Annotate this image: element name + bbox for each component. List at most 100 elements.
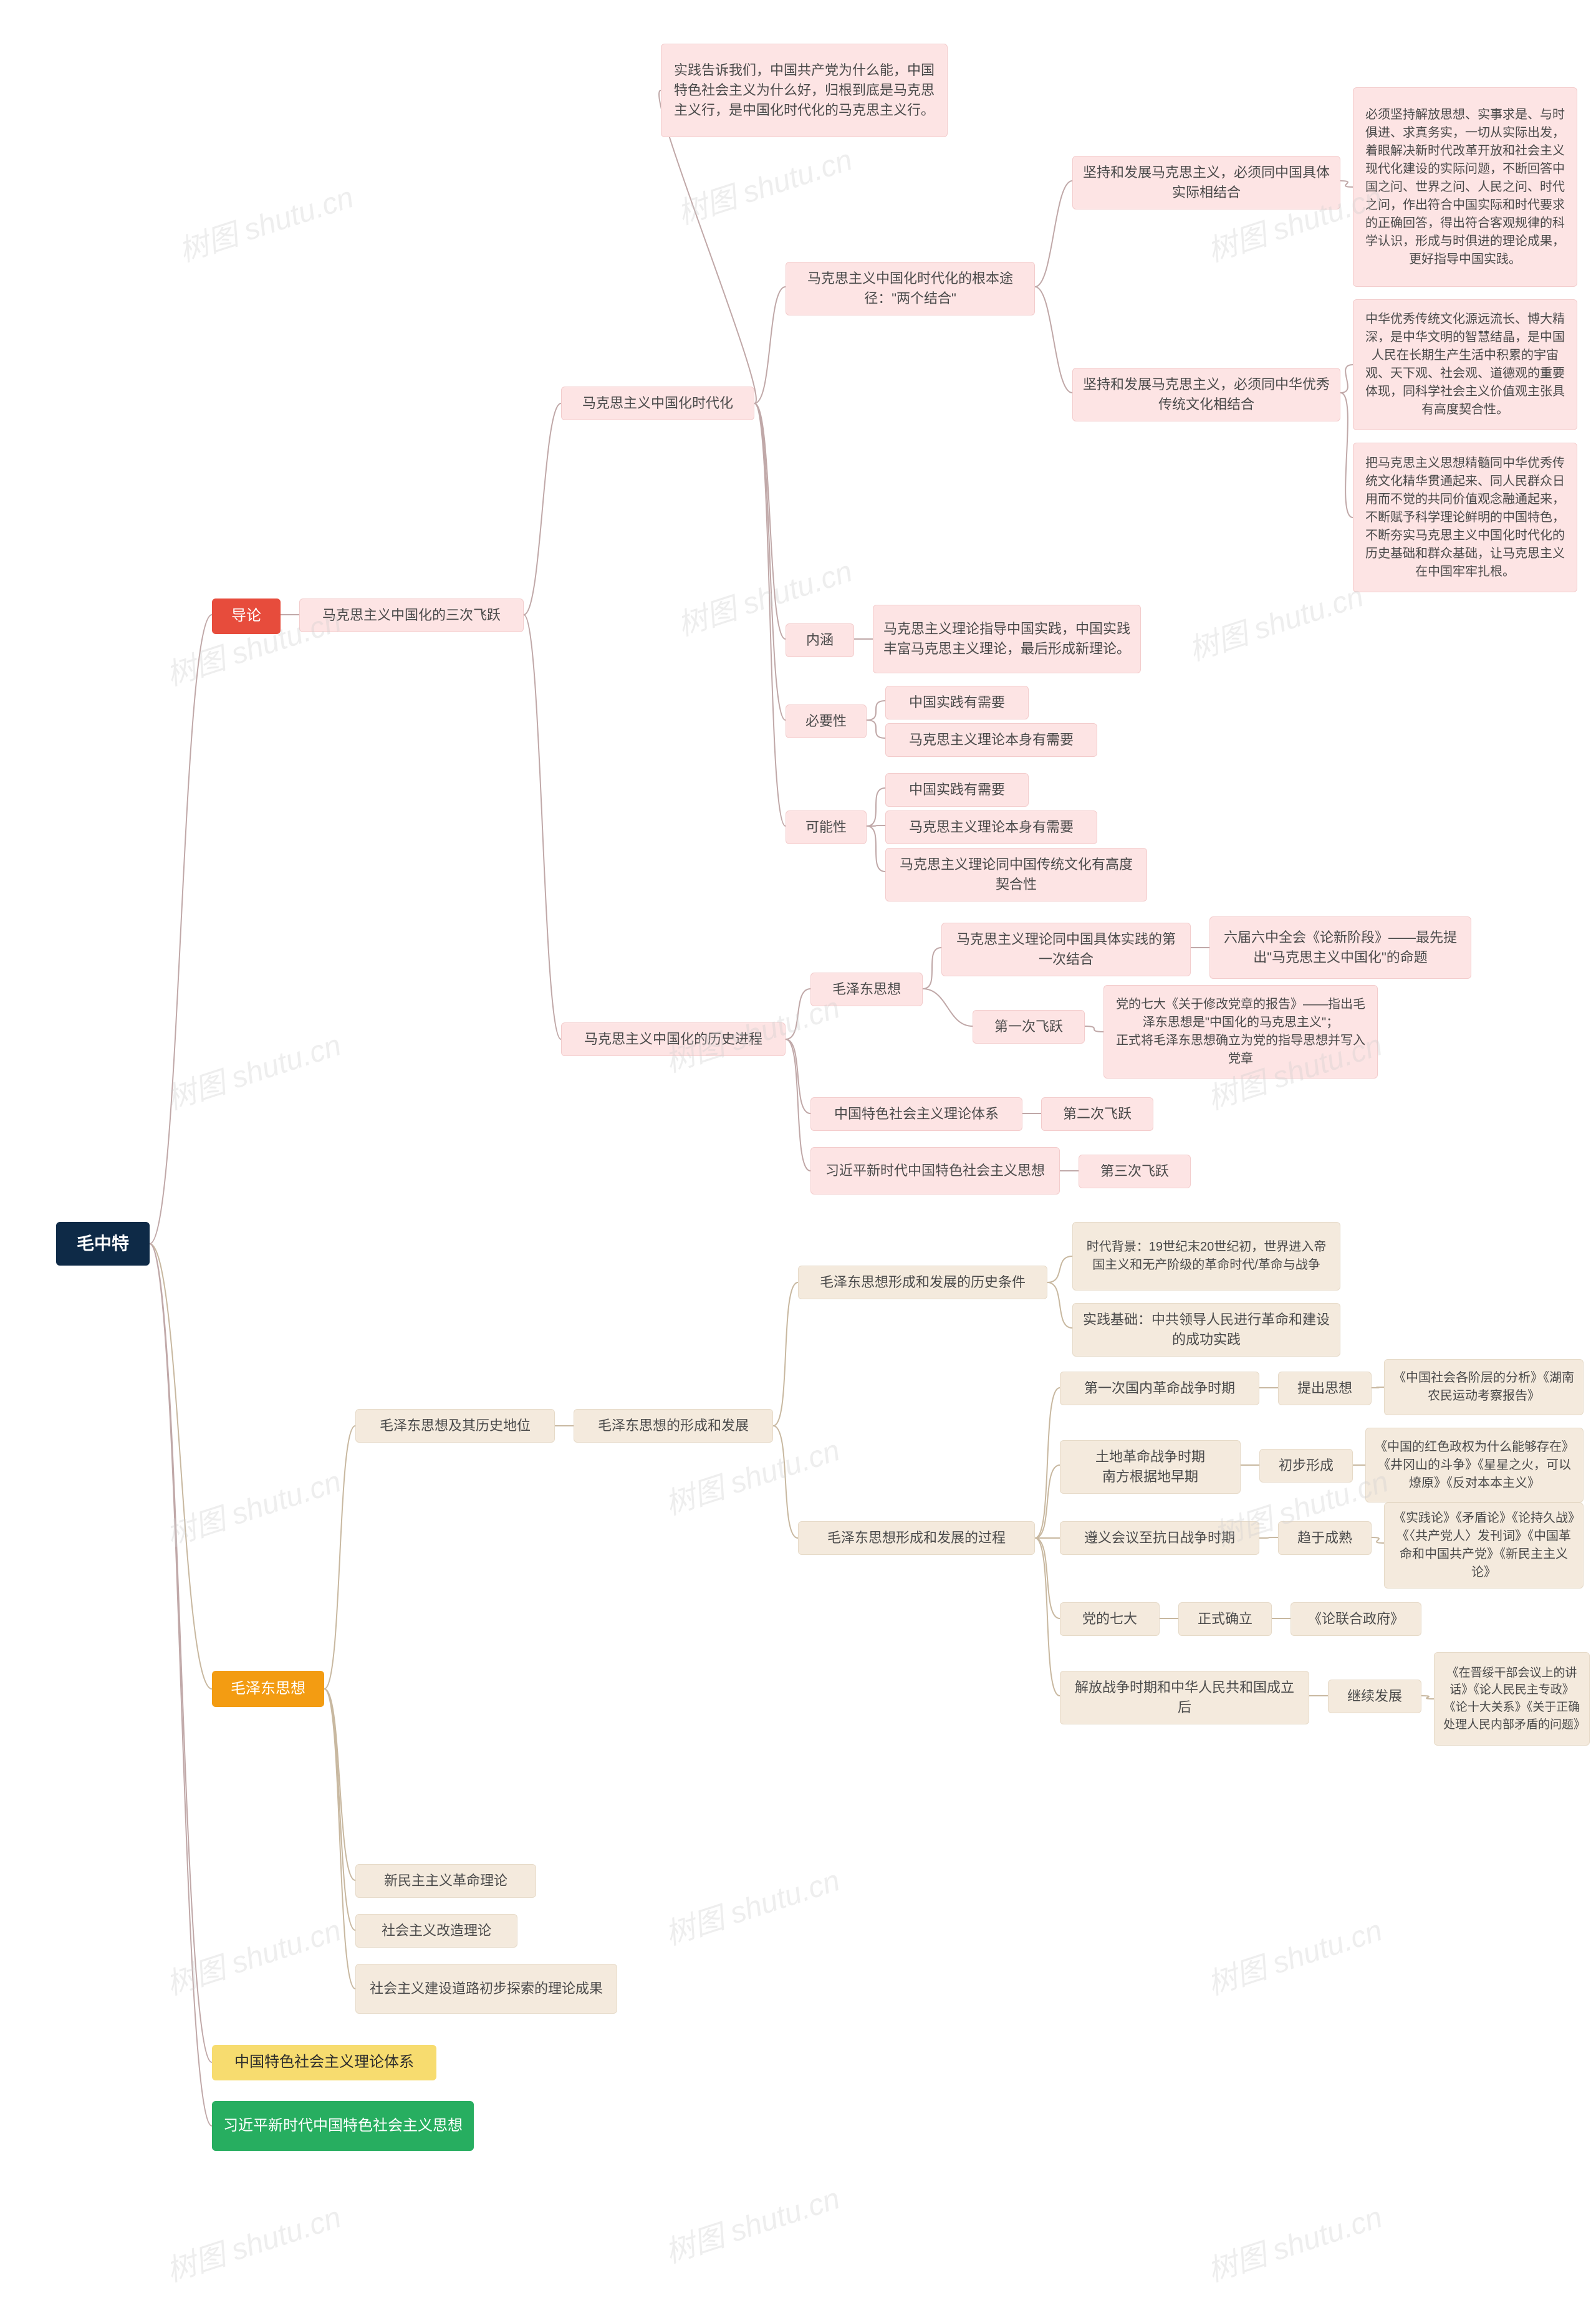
node-m1a2b2: 《中国的红色政权为什么能够存在》《井冈山的斗争》《星星之火，可以燎原》《反对本本… (1365, 1428, 1584, 1502)
connector (1340, 393, 1353, 517)
connector (773, 1426, 798, 1538)
connector (1421, 1696, 1434, 1699)
connector (1035, 287, 1072, 393)
node-d2c: 内涵 (786, 623, 854, 657)
connector (1340, 181, 1353, 187)
node-m1a2b1: 初步形成 (1259, 1449, 1353, 1483)
node-d3a1a: 六届六中全会《论新阶段》——最先提出"马克思主义中国化"的命题 (1209, 916, 1471, 979)
watermark: 树图 shutu.cn (160, 2193, 345, 2290)
node-d2e1: 中国实践有需要 (885, 773, 1029, 807)
watermark: 树图 shutu.cn (172, 173, 358, 270)
watermark: 树图 shutu.cn (1201, 1906, 1387, 2003)
node-d2a: 实践告诉我们，中国共产党为什么能，中国特色社会主义为什么好，归根到底是马克思主义… (661, 44, 948, 137)
connector (150, 615, 212, 1244)
node-g0: 习近平新时代中国特色社会主义思想 (212, 2101, 474, 2151)
connector (867, 701, 885, 720)
node-d2b: 马克思主义中国化时代化的根本途径："两个结合" (786, 262, 1035, 315)
node-d2b2a: 中华优秀传统文化源远流长、博大精深，是中华文明的智慧结晶，是中国人民在长期生产生… (1353, 299, 1577, 430)
node-m1a2a: 第一次国内革命战争时期 (1060, 1372, 1259, 1405)
connector (1035, 1538, 1060, 1696)
node-m0: 毛泽东思想 (212, 1671, 324, 1707)
node-d2: 马克思主义中国化时代化 (561, 387, 754, 420)
connector (659, 90, 756, 403)
node-m1a2e1: 继续发展 (1328, 1680, 1421, 1713)
node-d3a: 毛泽东思想 (810, 973, 923, 1006)
connector (324, 1689, 355, 1989)
connector (867, 720, 885, 738)
watermark: 树图 shutu.cn (160, 1021, 345, 1118)
node-d2d2: 马克思主义理论本身有需要 (885, 723, 1097, 757)
connector (1035, 1388, 1060, 1538)
connector (923, 989, 973, 1026)
node-d3a1: 马克思主义理论同中国具体实践的第一次结合 (941, 923, 1191, 976)
connector (786, 1039, 810, 1113)
node-root: 毛中特 (56, 1222, 150, 1266)
connector (324, 1426, 355, 1689)
node-m1a2: 毛泽东思想形成和发展的过程 (798, 1521, 1035, 1555)
connector (1340, 365, 1353, 393)
connector (867, 826, 885, 872)
node-d3: 马克思主义中国化的历史进程 (561, 1022, 786, 1056)
node-m1a2c1: 趋于成熟 (1278, 1521, 1372, 1555)
node-m1a2d1: 正式确立 (1178, 1602, 1272, 1636)
node-m2: 新民主主义革命理论 (355, 1864, 536, 1898)
node-m1a: 毛泽东思想的形成和发展 (574, 1409, 773, 1443)
node-m1a1a: 时代背景：19世纪末20世纪初，世界进入帝国主义和无产阶级的革命时代/革命与战争 (1072, 1222, 1340, 1291)
node-d2b2: 坚持和发展马克思主义，必须同中华优秀传统文化相结合 (1072, 368, 1340, 421)
node-m1a2d2: 《论联合政府》 (1291, 1602, 1421, 1636)
connector (1035, 1538, 1060, 1618)
connector (1047, 1282, 1072, 1328)
node-m3: 社会主义改造理论 (355, 1914, 517, 1948)
connector (754, 287, 786, 403)
connector (524, 615, 561, 1039)
node-d3c: 习近平新时代中国特色社会主义思想 (810, 1147, 1060, 1195)
connector (754, 403, 786, 826)
connector (1035, 1465, 1060, 1538)
node-m1a2b: 土地革命战争时期 南方根据地早期 (1060, 1440, 1241, 1494)
connector (867, 825, 885, 826)
watermark: 树图 shutu.cn (1182, 572, 1368, 669)
node-d3c1: 第三次飞跃 (1079, 1155, 1191, 1188)
node-d3a2: 第一次飞跃 (973, 1010, 1085, 1044)
connector (1047, 1256, 1072, 1282)
connector (150, 1244, 212, 2126)
node-d3b: 中国特色社会主义理论体系 (810, 1097, 1022, 1131)
node-d2c1: 马克思主义理论指导中国实践，中国实践丰富马克思主义理论，最后形成新理论。 (873, 605, 1141, 673)
connector (1035, 181, 1072, 287)
watermark: 树图 shutu.cn (658, 1856, 844, 1953)
connector (867, 788, 885, 826)
connector (786, 1039, 810, 1171)
mindmap-canvas: 毛中特 导论马克思主义中国化的三次飞跃 马克思主义中国化时代化 实践告诉我们，中国共产… (0, 0, 1596, 2298)
node-m1a2d: 党的七大 (1060, 1602, 1160, 1636)
connector (923, 948, 941, 989)
node-d1: 马克思主义中国化的三次飞跃 (299, 599, 524, 632)
watermark: 树图 shutu.cn (658, 2174, 844, 2271)
node-m1a2e2: 《在晋绥干部会议上的讲话》《论人民民主专政》《论十大关系》《关于正确处理人民内部… (1434, 1652, 1590, 1746)
connector (1372, 1387, 1384, 1388)
node-m1a2a2: 《中国社会各阶层的分析》《湖南农民运动考察报告》 (1384, 1359, 1584, 1415)
connector (324, 1689, 355, 1930)
connector (150, 1244, 212, 2062)
connector (786, 989, 810, 1039)
watermark: 树图 shutu.cn (160, 1457, 345, 1554)
node-m1a2c: 遵义会议至抗日战争时期 (1060, 1521, 1259, 1555)
connector (754, 403, 786, 639)
node-m4: 社会主义建设道路初步探索的理论成果 (355, 1964, 617, 2014)
node-m1a1b: 实践基础：中共领导人民进行革命和建设的成功实践 (1072, 1303, 1340, 1357)
connector (1085, 1026, 1103, 1032)
node-d2e3: 马克思主义理论同中国传统文化有高度契合性 (885, 848, 1147, 901)
node-d3a2a: 党的七大《关于修改党章的报告》——指出毛泽东思想是"中国化的马克思主义"； 正式… (1103, 985, 1378, 1079)
connector (1372, 1537, 1384, 1543)
watermark: 树图 shutu.cn (160, 1906, 345, 2003)
node-d3b1: 第二次飞跃 (1041, 1097, 1153, 1131)
node-m1a2a1: 提出思想 (1278, 1372, 1372, 1405)
node-m1a1: 毛泽东思想形成和发展的历史条件 (798, 1266, 1047, 1299)
watermark: 树图 shutu.cn (671, 135, 857, 233)
connector (150, 1244, 212, 1689)
node-m1a2c2: 《实践论》《矛盾论》《论持久战》《〈共产党人〉发刊词》《中国革命和中国共产党》《… (1384, 1502, 1584, 1589)
node-d2b1a: 必须坚持解放思想、实事求是、与时俱进、求真务实，一切从实际出发，着眼解决新时代改… (1353, 87, 1577, 287)
connector (1259, 1537, 1278, 1538)
node-d2e2: 马克思主义理论本身有需要 (885, 810, 1097, 844)
node-d2b2b: 把马克思主义思想精髓同中华优秀传统文化精华贯通起来、同人民群众日用而不觉的共同价… (1353, 443, 1577, 592)
node-d0: 导论 (212, 599, 281, 634)
